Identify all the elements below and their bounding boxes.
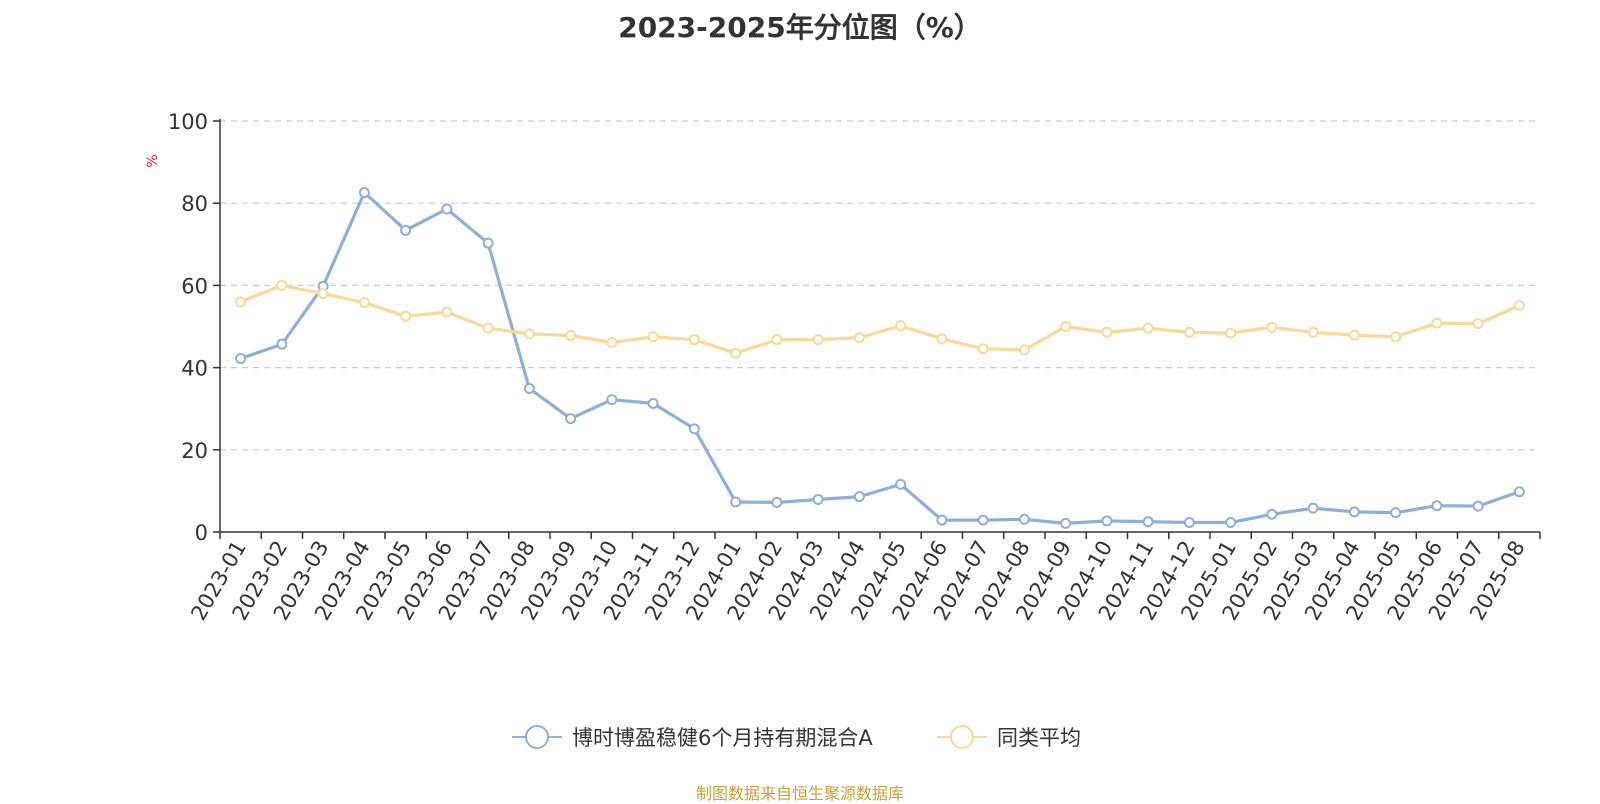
data-point [853, 332, 865, 344]
data-point [771, 496, 783, 508]
data-point [1513, 300, 1525, 312]
data-point [1225, 517, 1237, 529]
data-point [482, 322, 494, 334]
data-point [895, 478, 907, 490]
data-point [358, 297, 370, 309]
data-point [1431, 317, 1443, 329]
data-point [1307, 502, 1319, 514]
data-point [1183, 326, 1195, 338]
data-point [1060, 321, 1072, 332]
data-point [276, 279, 288, 291]
data-point [1390, 331, 1402, 343]
data-point [400, 224, 412, 236]
legend-item-2[interactable]: 同类平均 [937, 725, 1081, 750]
data-point [730, 496, 742, 508]
data-point [977, 514, 989, 526]
data-point [1101, 515, 1113, 527]
y-tick-label: 100 [168, 110, 208, 134]
data-point [1266, 321, 1278, 333]
data-point [317, 288, 329, 300]
data-point [977, 343, 989, 355]
data-point [606, 394, 618, 406]
data-point [606, 337, 618, 349]
data-point [1472, 500, 1484, 512]
data-point [936, 333, 948, 345]
y-axis-ticks: 0 20 40 60 80 100 [168, 110, 220, 545]
legend-label: 同类平均 [997, 726, 1081, 750]
data-point [1348, 506, 1360, 518]
data-point [1142, 516, 1154, 528]
data-point [812, 334, 824, 346]
data-point [1142, 322, 1154, 334]
data-point [1390, 507, 1402, 519]
data-point [565, 330, 577, 342]
data-point [1183, 517, 1195, 529]
legend[interactable]: 博时博盈稳健6个月持有期混合A 同类平均 [512, 725, 1081, 750]
data-point [523, 383, 535, 395]
legend-marker [525, 725, 549, 749]
axes [219, 119, 1540, 533]
data-point [1513, 486, 1525, 498]
data-point [1018, 344, 1030, 356]
legend-item-1[interactable]: 博时博盈稳健6个月持有期混合A [512, 725, 873, 750]
data-point [647, 331, 659, 343]
data-point [235, 353, 247, 365]
source-note: 制图数据来自恒生聚源数据库 [695, 784, 904, 803]
data-point [730, 347, 742, 359]
data-point [771, 334, 783, 346]
data-point [235, 296, 247, 308]
data-point [688, 423, 700, 435]
y-tick-label: 20 [181, 439, 208, 463]
data-point [1472, 318, 1484, 330]
data-point [1101, 326, 1113, 338]
data-point [936, 514, 948, 526]
data-point [895, 320, 907, 332]
series-line [240, 190, 1520, 526]
data-point [1018, 513, 1030, 525]
y-tick-label: 60 [181, 274, 208, 298]
series-group [235, 187, 1525, 529]
y-tick-label: 40 [181, 357, 208, 381]
series-2 [235, 279, 1525, 359]
data-point [1060, 517, 1072, 529]
data-point [523, 328, 535, 340]
y-tick-label: 0 [195, 521, 208, 545]
chart-title: 2023-2025年分位图（%） [618, 11, 982, 44]
y-tick-label: 80 [181, 192, 208, 216]
data-point [482, 237, 494, 249]
data-point [812, 494, 824, 506]
series-1 [235, 187, 1525, 529]
grid-lines [220, 120, 1540, 451]
data-point [853, 491, 865, 503]
data-point [1266, 508, 1278, 520]
data-point [400, 310, 412, 322]
data-point [441, 203, 453, 215]
data-point [276, 338, 288, 350]
data-point [1431, 500, 1443, 512]
data-point [647, 397, 659, 409]
data-point [441, 306, 453, 318]
data-point [1225, 327, 1237, 339]
data-point [358, 187, 370, 199]
data-point [688, 334, 700, 346]
series-line [240, 283, 1521, 355]
data-point [1348, 329, 1360, 341]
data-point [565, 413, 577, 425]
data-point [1307, 326, 1319, 338]
y-axis-label: % [145, 154, 161, 167]
x-axis-ticks: 2023-012023-022023-032023-042023-052023-… [186, 532, 1541, 624]
legend-label: 博时博盈稳健6个月持有期混合A [572, 726, 873, 750]
legend-marker [950, 725, 974, 749]
